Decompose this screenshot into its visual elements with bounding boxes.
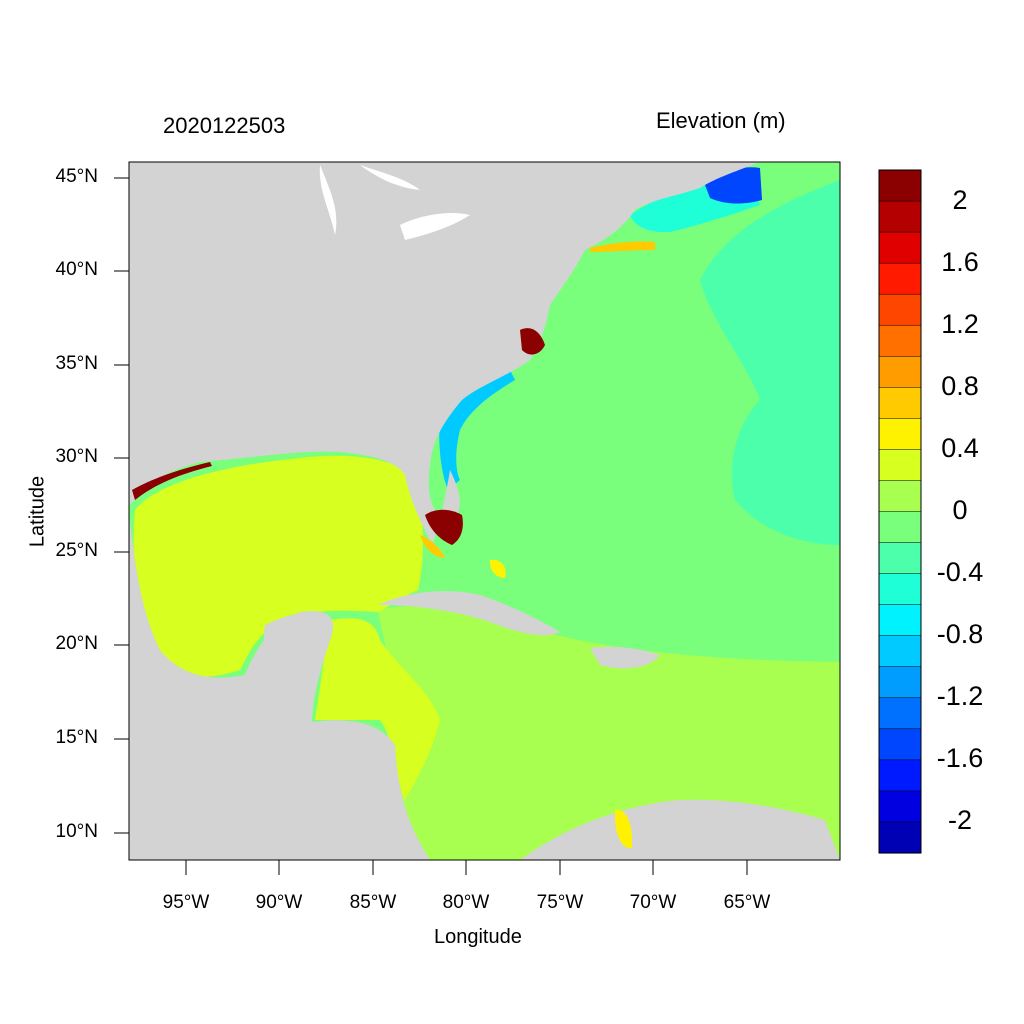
- great-lakes: [319, 165, 470, 240]
- outer-banks-surge: [520, 328, 545, 355]
- colorbar-swatch: [878, 480, 922, 513]
- florida-surge: [425, 509, 463, 545]
- colorbar-swatch: [878, 293, 922, 326]
- colorbar-swatch: [878, 356, 922, 388]
- colorbar-label: 0: [952, 495, 968, 525]
- lat-tick-label: 20°N: [55, 633, 98, 654]
- colorbar-swatch: [878, 790, 922, 823]
- colorbar-label: -0.8: [936, 619, 984, 649]
- colorbar-label: 2: [952, 185, 968, 215]
- lon-tick-label: 95°W: [162, 892, 210, 913]
- venezuela-highlight: [614, 809, 633, 849]
- caribbean-sea: [378, 605, 840, 860]
- colorbar-label: -2: [947, 805, 972, 835]
- lon-tick-label: 90°W: [255, 892, 303, 913]
- cuba-land: [378, 591, 560, 636]
- colorbar-swatch: [878, 418, 922, 450]
- colorbar-swatch: [878, 200, 922, 233]
- lat-tick-label: 15°N: [55, 727, 98, 748]
- mexico-central-america-land: [129, 515, 430, 860]
- southeast-coast-low: [439, 370, 515, 490]
- map-frame: [128, 161, 841, 861]
- colorbar-swatch: [878, 573, 922, 606]
- colorbar-swatch: [878, 821, 922, 854]
- x-axis-label: Longitude: [434, 926, 522, 948]
- colorbar-label: 1.2: [941, 309, 979, 339]
- lon-tick-label: 80°W: [442, 892, 490, 913]
- map-panel: [129, 162, 840, 860]
- colorbar-swatch: [878, 449, 922, 482]
- lat-tick-label: 25°N: [55, 540, 98, 561]
- colorbar-swatch: [878, 542, 922, 575]
- south-america-land: [520, 799, 840, 860]
- lat-tick-label: 40°N: [55, 259, 98, 280]
- gulf-of-mexico: [133, 455, 423, 677]
- west-florida-surge: [420, 535, 445, 558]
- colorbar-label: 0.4: [941, 433, 979, 463]
- atlantic-east-region: [700, 180, 840, 545]
- north-america-land: [129, 162, 760, 545]
- colorbar-swatch: [878, 231, 922, 264]
- yucatan-basin: [315, 618, 440, 800]
- colorbar-swatch: [878, 262, 922, 295]
- lat-tick-label: 35°N: [55, 353, 98, 374]
- colorbar-swatch: [878, 728, 922, 761]
- colorbar-label: 0.8: [941, 371, 979, 401]
- bahamas-highlight: [489, 559, 506, 578]
- colorbar-label: -1.6: [936, 743, 984, 773]
- lat-tick-label: 30°N: [55, 446, 98, 467]
- colorbar-swatch: [878, 604, 922, 637]
- colorbar-swatch: [878, 635, 922, 668]
- lat-tick-label: 10°N: [55, 821, 98, 842]
- colorbar-frame: [878, 169, 922, 854]
- yucatan-land: [263, 613, 330, 668]
- lat-tick-label: 45°N: [55, 166, 98, 187]
- colorbar: [878, 169, 922, 854]
- timestamp-title: 2020122503: [163, 113, 286, 138]
- cape-cod-highlight: [590, 241, 655, 252]
- gulf-coast-surge: [132, 462, 212, 500]
- colorbar-swatch: [878, 169, 922, 202]
- colorbar-swatch: [878, 666, 922, 699]
- colorbar-label: 1.6: [941, 247, 979, 277]
- colorbar-swatch: [878, 511, 922, 544]
- colorbar-swatch: [878, 387, 922, 419]
- colorbar-label: -0.4: [936, 557, 984, 587]
- lon-tick-label: 75°W: [536, 892, 584, 913]
- lon-tick-label: 70°W: [629, 892, 677, 913]
- hispaniola-land: [590, 646, 660, 669]
- lon-ticks: [185, 860, 748, 875]
- colorbar-swatch: [878, 324, 922, 357]
- lon-tick-label: 65°W: [723, 892, 771, 913]
- colorbar-label: -1.2: [936, 681, 984, 711]
- colorbar-swatch: [878, 697, 922, 730]
- colorbar-swatch: [878, 759, 922, 792]
- variable-title: Elevation (m): [656, 108, 786, 133]
- lon-tick-label: 85°W: [349, 892, 397, 913]
- lat-ticks: [114, 177, 129, 834]
